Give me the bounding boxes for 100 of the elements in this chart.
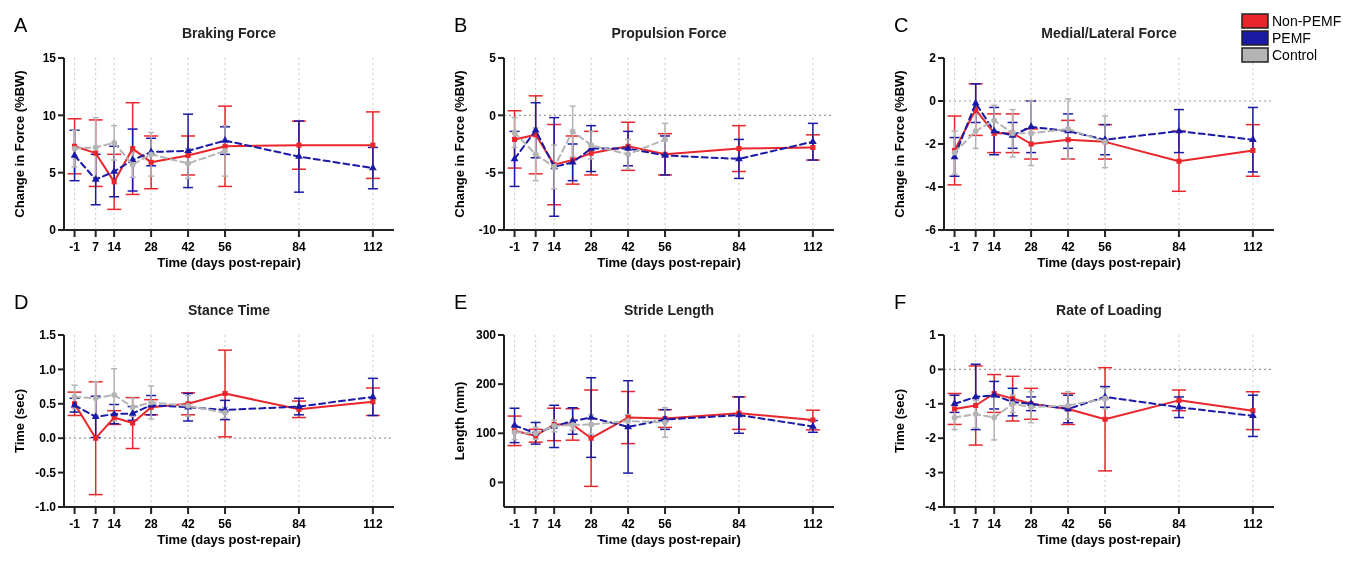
x-tick-label: 42 <box>181 517 196 531</box>
x-tick-label: 56 <box>218 517 233 531</box>
text: A <box>14 14 28 36</box>
x-tick-label: 7 <box>532 240 540 254</box>
y-tick-label: 15 <box>42 51 57 66</box>
x-tick-label: 14 <box>987 240 1002 254</box>
x-tick-label: 56 <box>658 517 673 531</box>
legend-label: PEMF <box>1272 30 1311 46</box>
chart-title: Stance Time <box>187 302 271 318</box>
y-tick-label: 0 <box>489 475 497 490</box>
x-axis-title: Time (days post-repair) <box>1037 532 1181 547</box>
text: D <box>14 291 29 313</box>
y-axis-title: Change in Force (%BW) <box>12 70 27 218</box>
legend-label: Non-PEMF <box>1272 13 1342 29</box>
x-tick-label: 112 <box>1243 240 1263 254</box>
x-tick-label: 84 <box>292 240 306 254</box>
y-tick-label: 0 <box>489 108 497 123</box>
text: C <box>894 14 909 36</box>
chart-title: Braking Force <box>181 25 277 41</box>
x-tick-label: 56 <box>1098 517 1113 531</box>
chart-title: Propulsion Force <box>611 25 727 41</box>
x-tick-label: -1 <box>69 517 81 531</box>
legend-label: Control <box>1272 47 1318 63</box>
x-tick-label: -1 <box>509 240 521 254</box>
x-tick-label: 14 <box>107 517 122 531</box>
y-tick-label: -1.0 <box>35 500 57 515</box>
x-tick-label: 42 <box>621 517 636 531</box>
y-tick-label: 200 <box>475 377 497 392</box>
x-axis-title: Time (days post-repair) <box>157 255 301 270</box>
x-tick-label: 28 <box>584 517 599 531</box>
y-tick-label: 1 <box>929 328 937 343</box>
x-tick-label: 7 <box>92 517 100 531</box>
y-tick-label: -1 <box>925 397 937 411</box>
x-tick-label: 112 <box>363 240 383 254</box>
x-tick-label: 28 <box>1024 240 1039 254</box>
y-axis-title: Change in Force (%BW) <box>892 70 907 218</box>
x-tick-label: 7 <box>92 240 100 254</box>
chart-title: Medial/Lateral Force <box>1041 25 1177 41</box>
x-tick-label: 42 <box>1061 517 1076 531</box>
x-tick-label: 84 <box>1172 517 1186 531</box>
x-tick-label: -1 <box>69 240 81 254</box>
x-tick-label: 42 <box>1061 240 1076 254</box>
x-tick-label: 42 <box>621 240 636 254</box>
y-tick-label: 1.0 <box>39 362 57 377</box>
y-tick-label: -6 <box>925 223 937 238</box>
text: E <box>454 291 468 313</box>
y-tick-label: -0.5 <box>35 465 57 480</box>
x-tick-label: 84 <box>1172 240 1186 254</box>
x-tick-label: 28 <box>1024 517 1039 531</box>
x-tick-label: 28 <box>144 240 159 254</box>
x-tick-label: 14 <box>107 240 122 254</box>
y-tick-label: 2 <box>929 51 937 66</box>
y-tick-label: 0.5 <box>39 397 57 411</box>
y-axis-title: Time (sec) <box>892 388 907 454</box>
text: B <box>454 14 468 36</box>
y-tick-label: 300 <box>475 328 497 343</box>
x-tick-label: 42 <box>181 240 196 254</box>
y-tick-label: -4 <box>925 500 937 515</box>
x-tick-label: -1 <box>509 517 521 531</box>
x-tick-label: 28 <box>144 517 159 531</box>
x-tick-label: 112 <box>803 240 823 254</box>
y-tick-label: -3 <box>925 465 937 480</box>
x-axis-title: Time (days post-repair) <box>157 532 301 547</box>
y-tick-label: 1.5 <box>39 328 57 343</box>
y-tick-label: 0.0 <box>39 431 57 446</box>
y-tick-label: 0 <box>929 362 937 377</box>
x-tick-label: 84 <box>732 240 746 254</box>
y-tick-label: 100 <box>475 426 497 441</box>
x-tick-label: 84 <box>732 517 746 531</box>
chart-title: Stride Length <box>623 302 715 318</box>
x-tick-label: 14 <box>547 240 562 254</box>
y-tick-label: 0 <box>49 223 57 238</box>
x-tick-label: 84 <box>292 517 306 531</box>
x-axis-title: Time (days post-repair) <box>597 255 741 270</box>
x-tick-label: 7 <box>972 240 980 254</box>
y-tick-label: 0 <box>929 94 937 109</box>
text: F <box>894 291 907 313</box>
x-tick-label: 112 <box>803 517 823 531</box>
y-axis-title: Length (mm) <box>452 381 467 461</box>
x-tick-label: -1 <box>949 240 961 254</box>
y-tick-label: -10 <box>478 223 497 238</box>
x-tick-label: 112 <box>1243 517 1263 531</box>
x-tick-label: 56 <box>1098 240 1113 254</box>
y-tick-label: -4 <box>925 180 937 195</box>
x-tick-label: 112 <box>363 517 383 531</box>
y-tick-label: -5 <box>485 165 497 180</box>
y-tick-label: 5 <box>49 165 57 180</box>
x-tick-label: 7 <box>972 517 980 531</box>
x-axis-title: Time (days post-repair) <box>597 532 741 547</box>
x-tick-label: 7 <box>532 517 540 531</box>
y-tick-label: -2 <box>925 431 937 446</box>
y-tick-label: 5 <box>489 51 497 66</box>
x-tick-label: 28 <box>584 240 599 254</box>
chart-title: Rate of Loading <box>1056 302 1162 318</box>
x-tick-label: 56 <box>658 240 673 254</box>
y-axis-title: Time (sec) <box>12 388 27 454</box>
x-tick-label: 14 <box>547 517 562 531</box>
y-tick-label: 10 <box>42 108 57 123</box>
x-tick-label: -1 <box>949 517 961 531</box>
x-tick-label: 56 <box>218 240 233 254</box>
